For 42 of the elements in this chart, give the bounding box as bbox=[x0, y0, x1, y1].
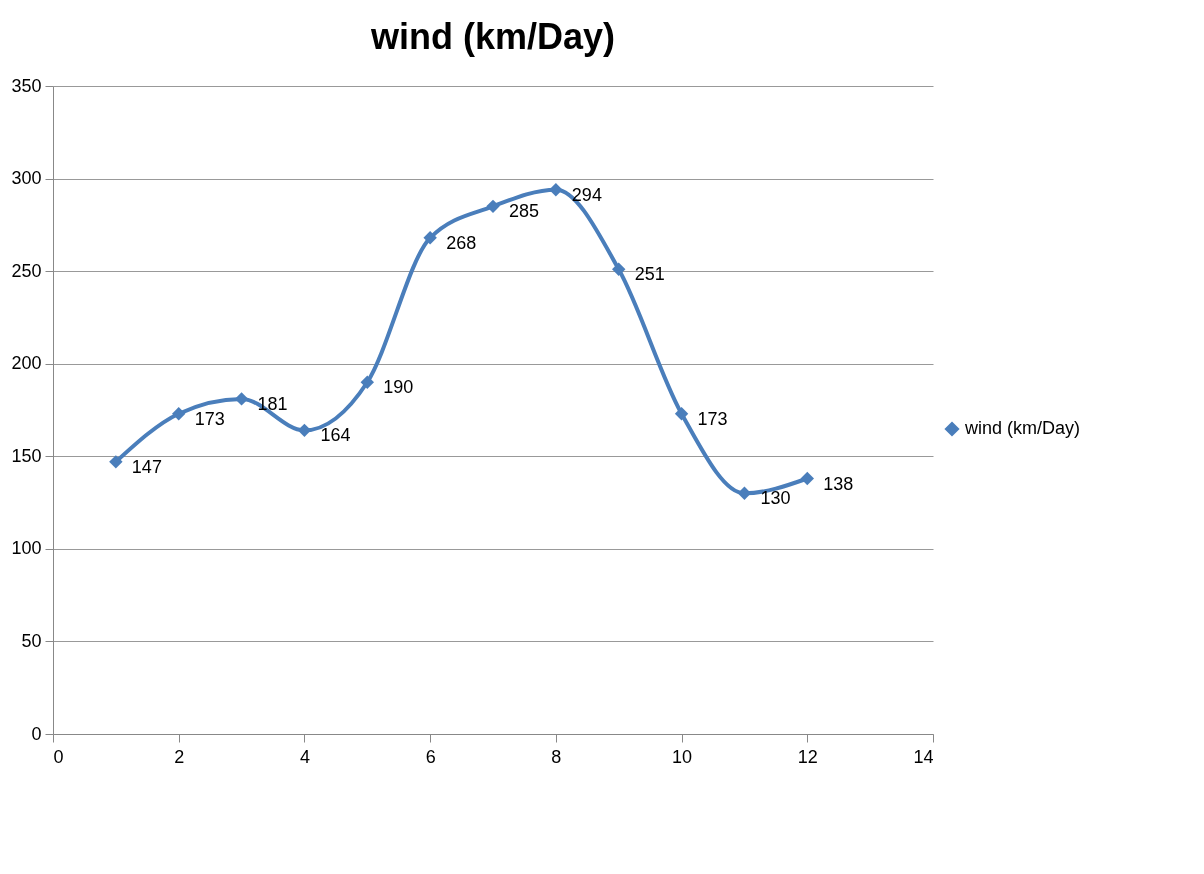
x-tick-label: 2 bbox=[174, 746, 185, 767]
y-tick-label: 300 bbox=[11, 168, 42, 189]
data-label: 173 bbox=[194, 408, 225, 429]
x-tick-label: 6 bbox=[425, 746, 436, 767]
chart-title: wind (km/Day) bbox=[369, 16, 616, 57]
point bbox=[109, 455, 123, 469]
point bbox=[234, 392, 249, 406]
x-tick-label: 0 bbox=[53, 746, 64, 767]
point bbox=[423, 231, 437, 245]
y-tick-label: 250 bbox=[11, 260, 42, 281]
data-label: 147 bbox=[131, 456, 162, 477]
y-tick-label: 100 bbox=[11, 538, 42, 559]
data-label: 181 bbox=[257, 393, 288, 414]
legend-label: wind (km/Day) bbox=[964, 418, 1081, 438]
data-label: 130 bbox=[760, 488, 791, 509]
point bbox=[674, 406, 689, 421]
data-label: 251 bbox=[634, 264, 665, 285]
point bbox=[612, 262, 626, 276]
data-label: 164 bbox=[320, 425, 351, 446]
x-tick-label: 10 bbox=[672, 746, 693, 767]
y-tick-label: 200 bbox=[11, 353, 42, 374]
data-label: 190 bbox=[383, 377, 414, 398]
y-tick-label: 350 bbox=[11, 75, 42, 96]
x-tick-label: 4 bbox=[299, 746, 310, 767]
data-label: 173 bbox=[697, 408, 728, 429]
x-tick-label: 14 bbox=[913, 746, 934, 767]
data-label: 285 bbox=[509, 201, 540, 222]
y-tick-label: 0 bbox=[31, 723, 42, 744]
x-tick-label: 12 bbox=[797, 746, 818, 767]
point bbox=[360, 375, 374, 389]
y-tick-label: 50 bbox=[21, 630, 42, 651]
point bbox=[172, 406, 186, 421]
point bbox=[549, 182, 563, 197]
data-label: 268 bbox=[446, 232, 477, 253]
y-tick-label: 150 bbox=[11, 445, 42, 466]
point bbox=[486, 199, 500, 214]
data-label: 294 bbox=[571, 184, 602, 205]
point bbox=[737, 486, 752, 501]
point bbox=[800, 471, 814, 486]
point bbox=[297, 423, 312, 438]
x-tick-label: 8 bbox=[551, 746, 562, 767]
data-label: 138 bbox=[823, 473, 854, 494]
